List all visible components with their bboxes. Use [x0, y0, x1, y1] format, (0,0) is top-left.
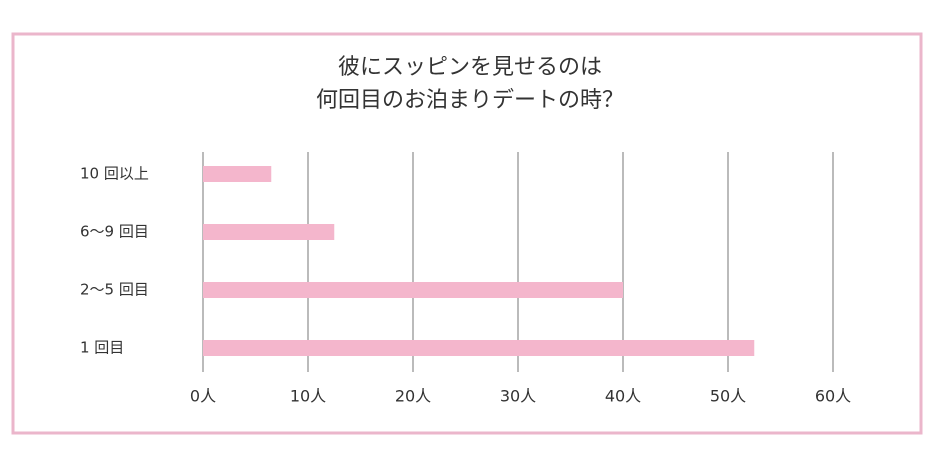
- chart-title: 彼にスッピンを見せるのは: [338, 55, 602, 80]
- x-tick-label: 10人: [290, 387, 326, 406]
- x-tick-label: 50人: [710, 387, 746, 406]
- y-tick-label: 6〜9 回目: [80, 223, 149, 241]
- x-tick-label: 40人: [605, 387, 641, 406]
- bar: [203, 224, 335, 240]
- bar: [203, 166, 272, 182]
- y-tick-label: 1 回目: [80, 339, 124, 357]
- x-tick-label: 30人: [500, 387, 536, 406]
- x-tick-label: 0人: [190, 387, 216, 406]
- y-tick-label: 10 回以上: [80, 165, 149, 183]
- x-tick-label: 20人: [395, 387, 431, 406]
- x-tick-label: 60人: [815, 387, 851, 406]
- bar: [203, 282, 623, 298]
- frame: [11, 32, 923, 435]
- bar: [203, 340, 755, 356]
- y-tick-label: 2〜5 回目: [80, 281, 149, 299]
- chart-title: 何回目のお泊まりデートの時？: [316, 88, 624, 113]
